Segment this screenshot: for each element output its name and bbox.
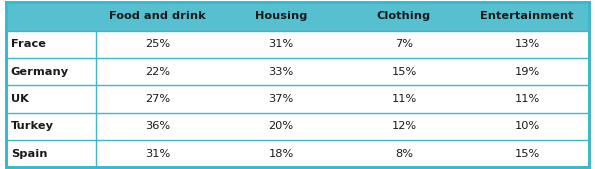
Text: 31%: 31% xyxy=(145,149,171,159)
Text: Food and drink: Food and drink xyxy=(109,11,206,21)
Text: 11%: 11% xyxy=(392,94,416,104)
Text: 31%: 31% xyxy=(268,39,293,49)
Text: 7%: 7% xyxy=(395,39,413,49)
Text: Entertainment: Entertainment xyxy=(481,11,574,21)
Text: 18%: 18% xyxy=(268,149,293,159)
Text: 10%: 10% xyxy=(515,121,540,131)
Text: UK: UK xyxy=(11,94,29,104)
Text: 27%: 27% xyxy=(145,94,170,104)
Text: Housing: Housing xyxy=(255,11,307,21)
Text: Frace: Frace xyxy=(11,39,46,49)
Text: 22%: 22% xyxy=(145,67,170,77)
Text: 33%: 33% xyxy=(268,67,293,77)
Text: 13%: 13% xyxy=(515,39,540,49)
Text: 37%: 37% xyxy=(268,94,293,104)
Text: 20%: 20% xyxy=(268,121,293,131)
Text: 11%: 11% xyxy=(515,94,540,104)
Text: 8%: 8% xyxy=(395,149,413,159)
Text: Turkey: Turkey xyxy=(11,121,54,131)
Text: 19%: 19% xyxy=(515,67,540,77)
Text: 15%: 15% xyxy=(515,149,540,159)
Bar xyxy=(6,2,589,31)
Text: Germany: Germany xyxy=(11,67,69,77)
Text: 12%: 12% xyxy=(392,121,416,131)
Text: 15%: 15% xyxy=(392,67,416,77)
Text: Spain: Spain xyxy=(11,149,47,159)
Text: 36%: 36% xyxy=(145,121,170,131)
Text: Clothing: Clothing xyxy=(377,11,431,21)
Text: 25%: 25% xyxy=(145,39,170,49)
